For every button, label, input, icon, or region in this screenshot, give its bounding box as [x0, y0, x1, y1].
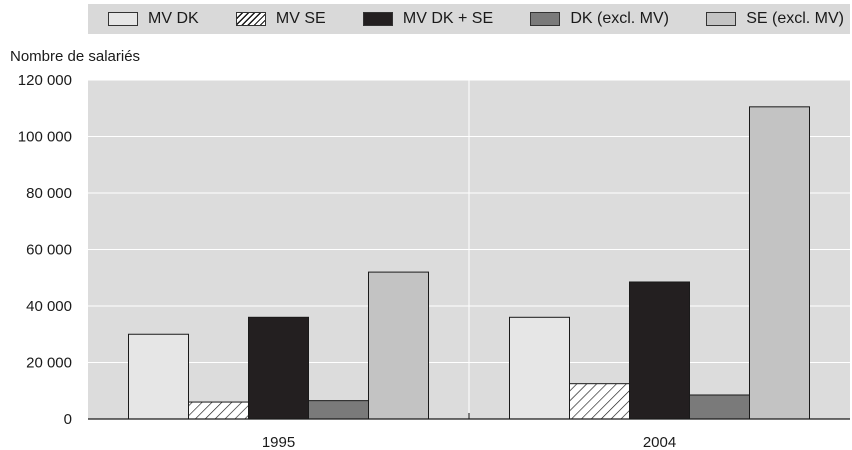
x-tick-label: 1995	[262, 434, 295, 450]
y-axis-label: Nombre de salariés	[10, 48, 141, 65]
legend-label: SE (excl. MV)	[746, 10, 844, 27]
legend-label: MV DK + SE	[402, 10, 494, 27]
y-tick-label: 20 000	[26, 355, 72, 372]
legend-item: MV SE	[235, 10, 326, 28]
bar	[689, 394, 750, 420]
y-tick-label: 0	[64, 411, 72, 428]
legend-swatch	[706, 12, 737, 26]
y-tick-label: 40 000	[26, 298, 72, 315]
x-tick-label: 2004	[643, 434, 676, 450]
legend-swatch	[362, 12, 393, 26]
y-tick-label: 80 000	[26, 185, 72, 202]
y-tick-label: 100 000	[18, 129, 72, 146]
chart-legend: MV DK MV SE MV DK + SE DK (excl. MV) SE (exc…	[88, 4, 850, 34]
y-tick-label: 60 000	[26, 242, 72, 259]
legend-item: MV DK	[108, 10, 199, 28]
legend-label: DK (excl. MV)	[570, 10, 669, 27]
y-tick-label: 120 000	[18, 72, 72, 89]
bar	[509, 316, 570, 420]
bar	[569, 383, 630, 420]
legend-item: DK (excl. MV)	[530, 10, 669, 28]
bar	[248, 316, 309, 420]
legend-swatch	[108, 12, 138, 26]
bar	[368, 271, 429, 420]
bar	[629, 281, 690, 420]
bar	[308, 400, 369, 420]
bar	[188, 401, 249, 420]
legend-label: MV SE	[275, 10, 326, 27]
bar	[128, 333, 189, 420]
legend-label: MV DK	[148, 10, 199, 27]
bar	[749, 106, 810, 420]
legend-item: SE (excl. MV)	[706, 10, 844, 28]
legend-swatch	[530, 12, 561, 26]
legend-item: MV DK + SE	[362, 10, 494, 28]
legend-swatch	[235, 12, 266, 26]
